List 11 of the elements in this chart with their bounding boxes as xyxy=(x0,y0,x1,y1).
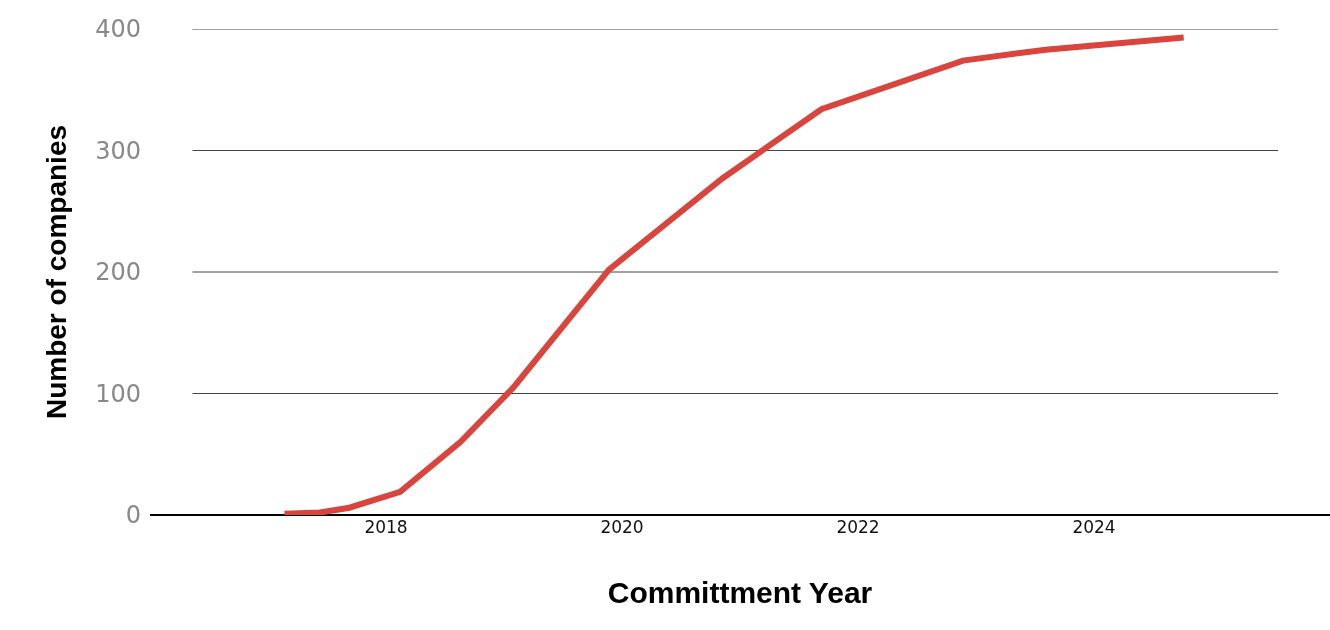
x-tick-label: 2020 xyxy=(600,517,644,537)
y-tick-label: 300 xyxy=(95,136,141,165)
x-axis-title: Committment Year xyxy=(607,575,873,609)
y-tick-label: 200 xyxy=(95,258,141,287)
y-tick-label: 100 xyxy=(95,379,141,408)
y-tick-label: 0 xyxy=(125,501,141,530)
x-tick-label: 2024 xyxy=(1072,517,1116,537)
y-axis-title: Number of companies xyxy=(40,124,72,420)
y-tick-label: 400 xyxy=(95,15,141,44)
x-tick-label: 2018 xyxy=(364,517,408,537)
x-tick-label: 2022 xyxy=(836,517,880,537)
